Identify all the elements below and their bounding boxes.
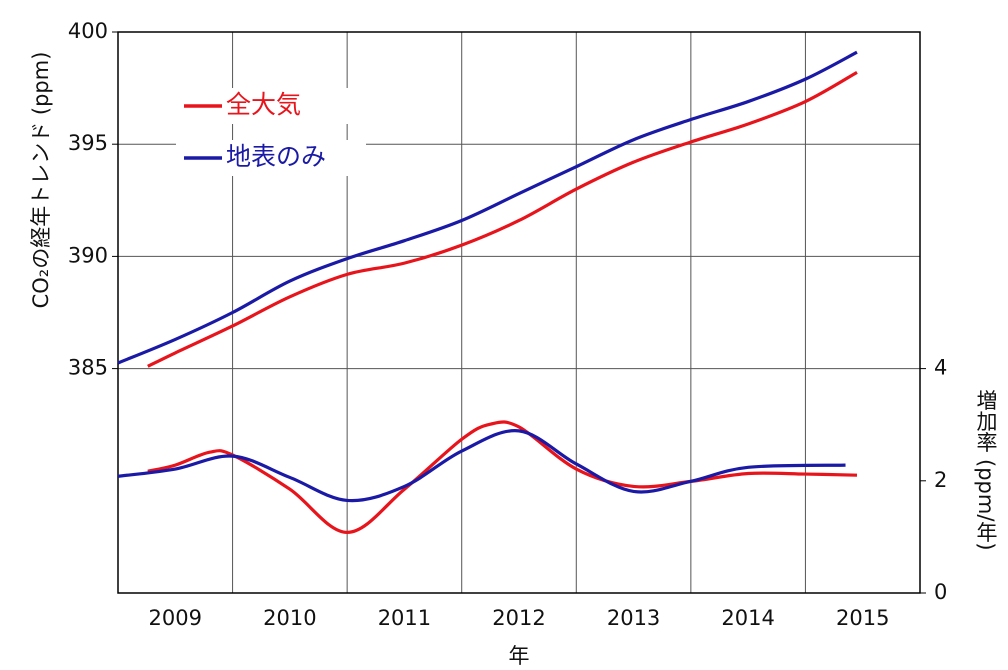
y-tick-label: 390 <box>68 243 108 267</box>
series-line <box>117 429 846 503</box>
series-line <box>147 420 858 535</box>
plot-frame <box>117 31 921 594</box>
y2-axis-label: 増加率 (ppm/年) <box>974 389 998 550</box>
x-axis-label: 年 <box>509 644 530 668</box>
x-tick-label: 2013 <box>607 606 660 630</box>
y2-tick-label: 2 <box>934 468 947 492</box>
y2-tick-label: 0 <box>934 580 947 604</box>
y2-tick-label: 4 <box>934 356 947 380</box>
legend-label: 全大気 <box>226 90 301 119</box>
legend-label: 地表のみ <box>226 142 326 171</box>
x-tick-label: 2011 <box>378 606 431 630</box>
y-tick-label: 395 <box>68 131 108 155</box>
x-tick-label: 2010 <box>263 606 316 630</box>
series-line <box>117 50 858 365</box>
y-tick-label: 400 <box>68 19 108 43</box>
y-axis-label: CO₂の経年トレンド (ppm) <box>29 52 53 309</box>
x-tick-label: 2012 <box>492 606 545 630</box>
x-tick-label: 2014 <box>721 606 774 630</box>
series-line <box>147 70 858 368</box>
x-tick-label: 2009 <box>149 606 202 630</box>
x-tick-label: 2015 <box>836 606 889 630</box>
y-tick-label: 385 <box>68 356 108 380</box>
